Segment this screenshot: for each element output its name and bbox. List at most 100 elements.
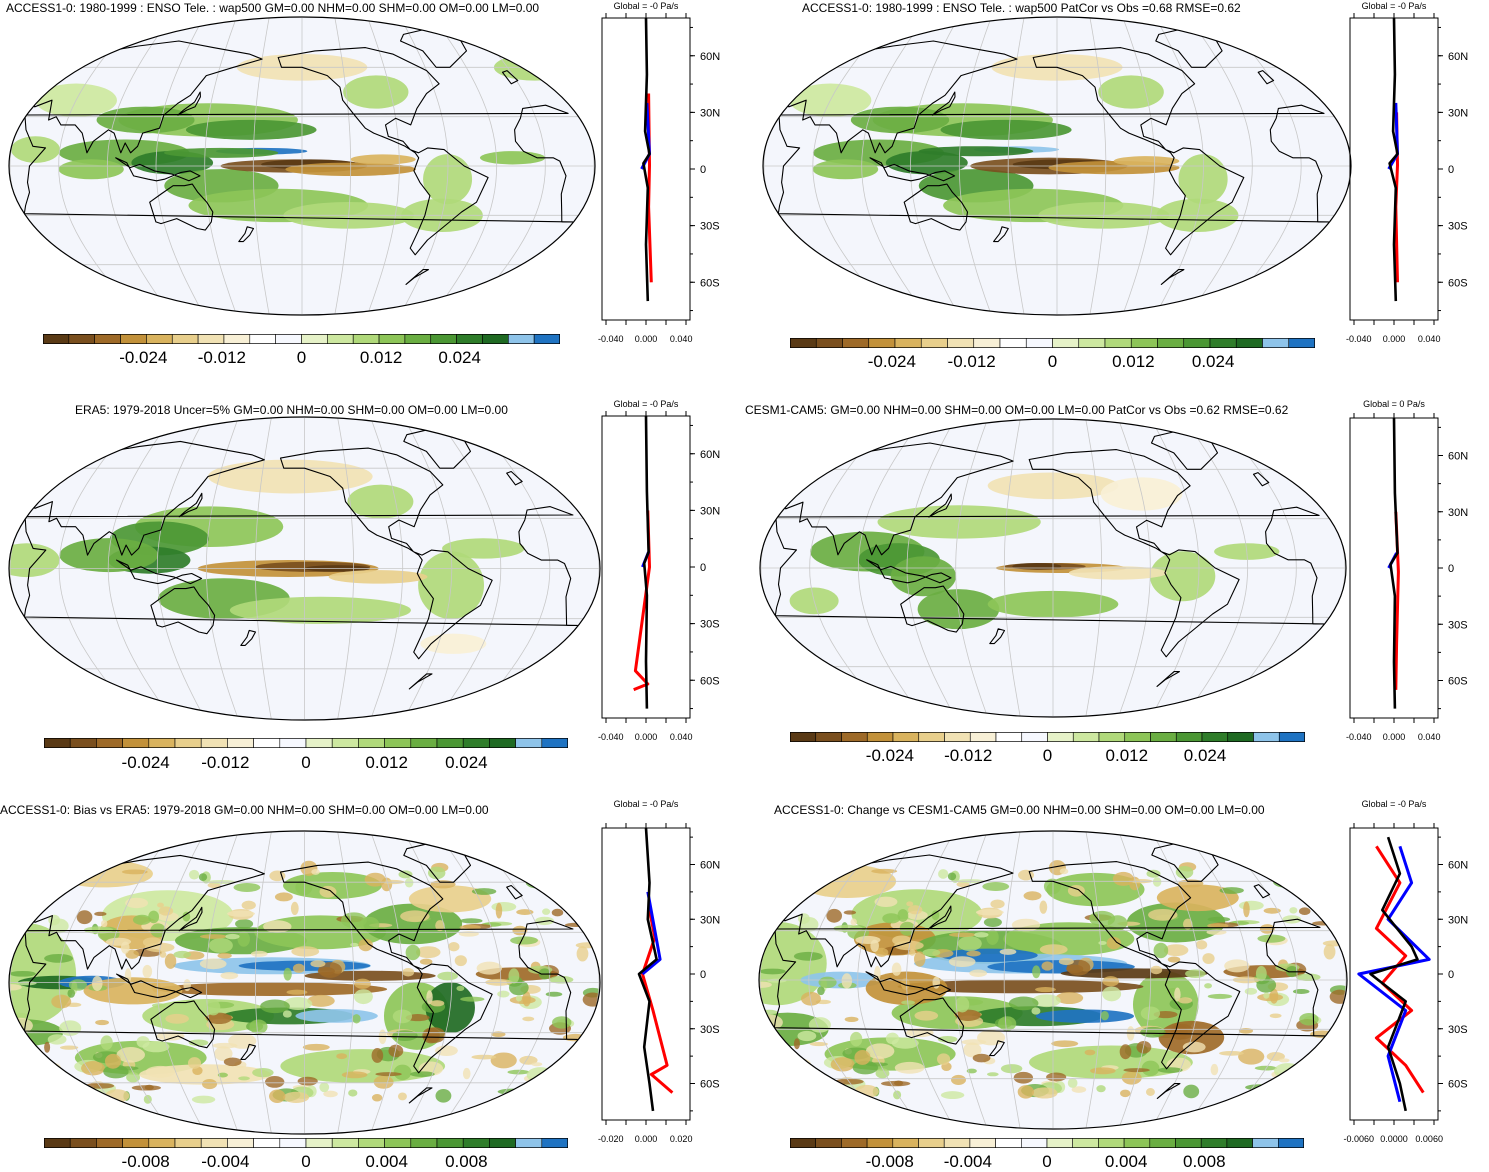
- profile-x-tick-label: 0.0060: [1415, 1134, 1443, 1144]
- anomaly-speckle: [136, 1036, 150, 1048]
- anomaly-speckle: [336, 1053, 348, 1060]
- map-border: [8, 416, 601, 721]
- anomaly-speckle: [908, 949, 916, 956]
- anomaly-speckle: [132, 914, 151, 925]
- coastline-australia: [899, 997, 965, 1045]
- anomaly-speckle: [17, 981, 37, 986]
- coastline-australia: [150, 586, 216, 635]
- profile-x-tick-label: 0.0000: [1380, 1134, 1408, 1144]
- colorbar-swatch: [892, 1138, 919, 1148]
- colorbar-swatch: [1098, 732, 1126, 742]
- anomaly-speckle: [1238, 900, 1264, 911]
- anomaly-speckle: [419, 958, 433, 965]
- anomaly-speckle: [341, 1071, 368, 1079]
- anomaly-speckle: [760, 1009, 778, 1015]
- profile-line-black: [1388, 17, 1399, 302]
- colorbar-swatch: [404, 334, 432, 344]
- coastline-japan: [178, 906, 203, 932]
- longitude-line: [955, 419, 988, 717]
- anomaly-speckle: [986, 929, 999, 945]
- coastline-australia: [900, 585, 965, 633]
- anomaly-speckle: [371, 1093, 383, 1102]
- longitude-line: [334, 17, 352, 315]
- anomaly-speckle: [353, 989, 373, 1005]
- anomaly-region: [885, 151, 968, 175]
- profile-y-tick-label: 60N: [700, 51, 720, 63]
- map-border: [8, 830, 601, 1135]
- anomaly-speckle: [283, 967, 292, 981]
- anomaly-speckle: [1017, 1085, 1035, 1099]
- colorbar-swatch: [96, 738, 123, 748]
- colorbar-swatch: [410, 1138, 438, 1148]
- colorbar-swatch: [456, 334, 483, 344]
- anomaly-region: [1060, 968, 1209, 979]
- anomaly-speckle: [914, 1010, 939, 1021]
- colorbar-border: [44, 1138, 568, 1148]
- anomaly-speckle: [963, 1042, 982, 1058]
- anomaly-speckle: [1289, 907, 1298, 914]
- anomaly-speckle: [1051, 1040, 1079, 1047]
- anomaly-region: [58, 159, 124, 180]
- coastlines: [776, 28, 1330, 285]
- longitude-line: [400, 17, 449, 315]
- anomaly-speckle: [977, 1029, 1006, 1046]
- anomaly-speckle: [471, 888, 497, 895]
- longitude-line: [958, 17, 992, 315]
- anomaly-speckle: [198, 873, 208, 882]
- anomaly-speckle: [415, 946, 441, 959]
- map-title: CESM1-CAM5: GM=0.00 NHM=0.00 SHM=0.00 OM…: [745, 403, 1289, 417]
- anomaly-speckle: [759, 981, 772, 988]
- profile-title: Global = -0 Pa/s: [1362, 1, 1427, 11]
- colorbar-swatch: [200, 738, 228, 748]
- colorbar-tick-label: 0: [1042, 746, 1053, 765]
- anomaly-speckle: [518, 1090, 540, 1107]
- colorbar-swatch: [1183, 338, 1211, 348]
- anomaly-speckle: [1152, 877, 1162, 887]
- anomaly-region: [185, 119, 317, 140]
- anomaly-speckle: [1146, 869, 1161, 878]
- anomaly-speckle: [1224, 959, 1250, 973]
- anomaly-speckle: [426, 990, 433, 1005]
- longitude-line: [254, 831, 272, 1134]
- colorbar-swatch: [279, 1138, 307, 1148]
- colorbar-swatch: [918, 732, 945, 742]
- anomaly-speckle: [398, 870, 413, 879]
- profile-x-tick-label: 0.040: [1418, 732, 1441, 742]
- anomaly-speckle: [199, 958, 227, 970]
- anomaly-speckle: [817, 986, 825, 996]
- anomaly-speckle: [966, 950, 981, 957]
- colorbar-swatch: [507, 334, 535, 344]
- anomaly-speckle: [955, 996, 970, 1013]
- profile-x-tick-label: -0.0060: [1344, 1134, 1375, 1144]
- longitude-line: [910, 17, 959, 315]
- profile-y-tick-label: 0: [1448, 563, 1454, 575]
- longitude-line: [433, 17, 498, 315]
- anomaly-speckle: [1013, 1071, 1034, 1084]
- colorbar: [790, 338, 1315, 348]
- anomaly-speckle: [542, 908, 551, 915]
- colorbar-swatch: [995, 732, 1023, 742]
- colorbar-tick-label: -0.004: [201, 1152, 250, 1171]
- colorbar-tick-label: 0: [301, 753, 311, 772]
- profile-frame: [601, 827, 691, 1121]
- anomaly-speckle: [940, 1091, 965, 1100]
- colorbar-tick-label: -0.012: [944, 746, 993, 765]
- anomaly-speckle: [51, 994, 72, 1009]
- colorbar-swatch: [541, 738, 568, 748]
- longitude-line: [906, 831, 955, 1129]
- anomaly-speckle: [986, 1072, 999, 1077]
- profile-y-tick-label: 0: [700, 969, 706, 981]
- anomaly-speckle: [793, 1058, 812, 1072]
- coastline-africa: [22, 506, 578, 626]
- profile-x-tick-label: 0.000: [1383, 732, 1406, 742]
- anomaly-speckle: [850, 1031, 863, 1047]
- anomaly-region: [350, 154, 416, 165]
- longitude-line: [466, 17, 546, 315]
- anomaly-speckle: [495, 902, 503, 919]
- colorbar-swatch: [331, 1138, 359, 1148]
- colorbar-swatch: [275, 334, 302, 344]
- anomaly-speckle: [73, 1085, 86, 1099]
- anomaly-region: [328, 570, 428, 584]
- anomaly-speckle: [826, 908, 843, 923]
- graticule: [763, 17, 1351, 315]
